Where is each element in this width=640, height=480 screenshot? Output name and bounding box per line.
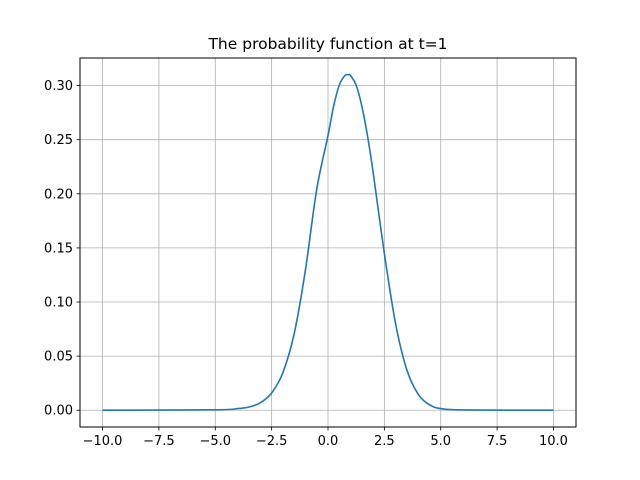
y-tick-label: 0.05 <box>44 350 73 365</box>
x-tick-label: −2.5 <box>256 434 288 449</box>
x-tick-label: −5.0 <box>199 434 231 449</box>
x-tick-label: −10.0 <box>83 434 123 449</box>
chart-title: The probability function at t=1 <box>207 35 447 53</box>
series-layer <box>102 73 554 412</box>
y-tick-label: 0.20 <box>44 187 73 202</box>
y-tick-label: 0.10 <box>44 296 73 311</box>
tick-layer: −10.0 −7.5 −5.0 −2.5 0.0 2.5 5.0 7.5 10.0 0.00 0.0… <box>44 79 568 449</box>
grid-layer <box>80 58 576 427</box>
x-tick-label: 2.5 <box>374 434 395 449</box>
series-line <box>102 73 554 412</box>
x-tick-label: 10.0 <box>539 434 568 449</box>
y-tick-label: 0.15 <box>44 241 73 256</box>
x-tick-label: 5.0 <box>430 434 451 449</box>
x-tick-label: −7.5 <box>143 434 175 449</box>
x-tick-label: 0.0 <box>318 434 339 449</box>
y-tick-label: 0.00 <box>44 404 73 419</box>
x-tick-label: 7.5 <box>487 434 508 449</box>
y-tick-label: 0.25 <box>44 133 73 148</box>
y-tick-label: 0.30 <box>44 79 73 94</box>
